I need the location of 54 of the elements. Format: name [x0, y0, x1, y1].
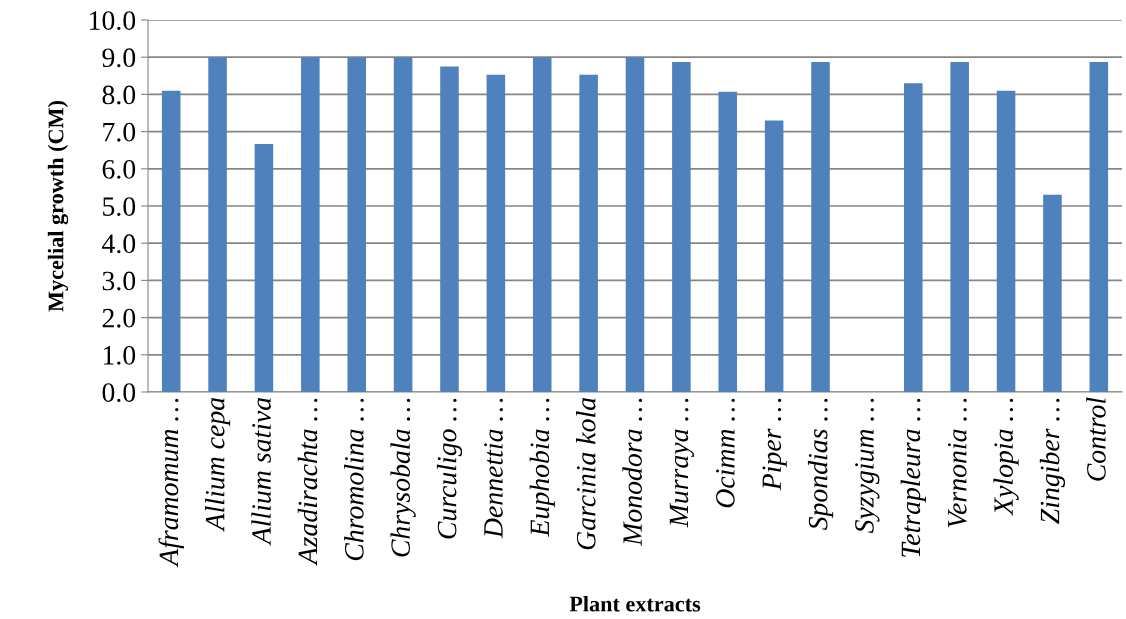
- x-tick-label: Ocimm …: [716, 398, 735, 508]
- x-axis-title: Plant extracts: [569, 595, 701, 612]
- bar: [718, 91, 738, 392]
- y-tick-label: 0.0: [102, 383, 136, 403]
- bar: [486, 74, 506, 392]
- x-tick-label: Monodora …: [622, 398, 643, 547]
- bar: [764, 120, 784, 392]
- x-tick-label: Dennettia …: [484, 398, 503, 539]
- x-tick-label: Curculigo …: [436, 398, 463, 539]
- bar: [301, 57, 320, 392]
- y-tick-label: 7.0: [103, 122, 136, 142]
- y-tick-label: 10.0: [90, 11, 136, 31]
- bar: [625, 57, 645, 392]
- bar: [347, 57, 366, 392]
- x-tick-label: Zingiber …: [1039, 398, 1066, 524]
- y-tick-label: 9.0: [102, 48, 136, 68]
- bar: [672, 62, 691, 392]
- bar: [1089, 62, 1109, 392]
- x-tick-label: Control: [1086, 397, 1106, 481]
- x-tick-label: Euphobia …: [529, 398, 555, 537]
- y-tick-label: 6.0: [102, 159, 136, 179]
- bar: [440, 66, 459, 392]
- bar: [579, 74, 598, 392]
- x-tick-label: Syzygium …: [855, 398, 880, 534]
- bar: [904, 83, 923, 392]
- x-tick-label: Tetrapleura …: [900, 398, 926, 557]
- x-tick-label: Piper …: [762, 398, 787, 491]
- y-tick-label: 5.0: [103, 197, 136, 217]
- y-tick-label: 8.0: [102, 85, 136, 105]
- x-tick-label: Chromolina …: [344, 398, 364, 561]
- y-axis-title: Mycelial growth (CM): [47, 101, 69, 312]
- bar: [161, 90, 181, 392]
- x-tick-label: Chrysobala …: [390, 398, 416, 557]
- x-tick-label: Aframomum …: [158, 398, 184, 568]
- bar: [208, 57, 227, 392]
- bar: [950, 62, 969, 392]
- bar: [532, 57, 552, 392]
- x-tick-label: Allium sativa: [251, 397, 271, 546]
- y-tick-label: 3.0: [102, 271, 136, 291]
- bar: [393, 57, 413, 392]
- bar: [996, 90, 1016, 392]
- x-tick-label: Vernonia …: [947, 398, 967, 528]
- y-tick-label: 1.0: [103, 345, 136, 365]
- bar: [811, 62, 830, 392]
- y-tick-label: 4.0: [102, 234, 136, 254]
- x-tick-label: Allium cepa: [204, 397, 231, 532]
- x-tick-label: Azadirachta …: [297, 398, 318, 566]
- x-tick-label: Spondias …: [807, 398, 834, 531]
- x-tick-label: Garcinia kola: [576, 397, 596, 550]
- x-tick-label: Murraya …: [669, 398, 694, 528]
- bar: [1043, 194, 1062, 392]
- y-tick-label: 2.0: [102, 308, 136, 328]
- x-tick-label: Xylopia …: [993, 398, 1019, 516]
- bar: [254, 143, 274, 392]
